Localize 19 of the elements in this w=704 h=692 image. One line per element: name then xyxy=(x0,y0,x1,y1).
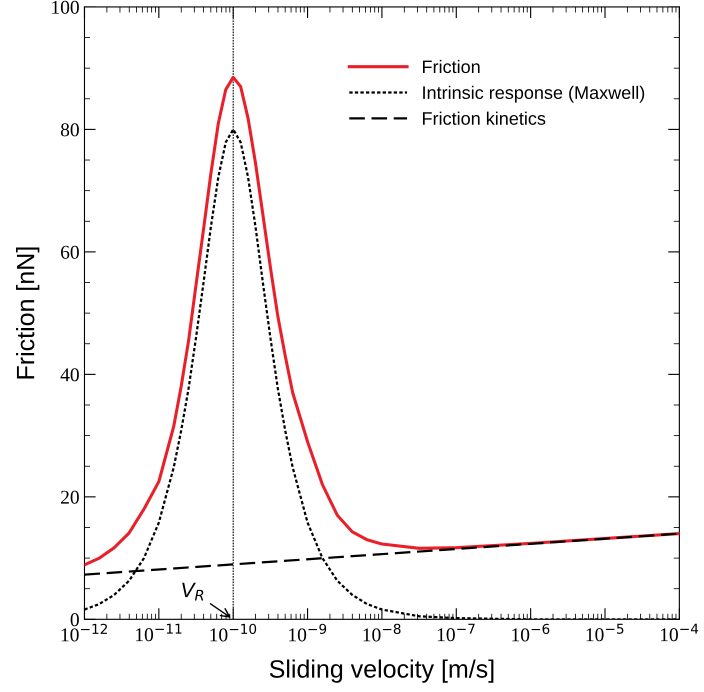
x-tick-label: 10$^{−11}$ xyxy=(136,624,182,642)
y-tick-label: 60 xyxy=(61,246,79,259)
legend-label: Intrinsic response (Maxwell) xyxy=(423,86,644,103)
legend-label: Friction kinetics xyxy=(423,112,546,125)
y-axis-title: Friction [nN] xyxy=(16,248,40,378)
x-tick-label: 10$^{−4}$ xyxy=(660,624,698,642)
x-tick-label: 10$^{−5}$ xyxy=(586,624,624,642)
x-tick-label: 10$^{−10}$ xyxy=(210,624,256,642)
y-tick-label: 100 xyxy=(52,0,79,14)
x-tick-label: 10$^{−6}$ xyxy=(512,624,550,642)
y-tick-label: 80 xyxy=(60,123,79,136)
annotation: V$_{R}$ xyxy=(182,582,204,600)
x-tick-label: 10$^{−8}$ xyxy=(364,624,401,642)
y-tick-label: 40 xyxy=(60,368,79,382)
y-tick-label: 20 xyxy=(61,490,79,504)
legend-label: Friction xyxy=(423,60,480,74)
x-tick-label: 10$^{−9}$ xyxy=(289,624,326,642)
x-axis-title: Sliding velocity [m/s] xyxy=(270,659,494,683)
x-tick-label: 10$^{−7}$ xyxy=(438,624,475,642)
